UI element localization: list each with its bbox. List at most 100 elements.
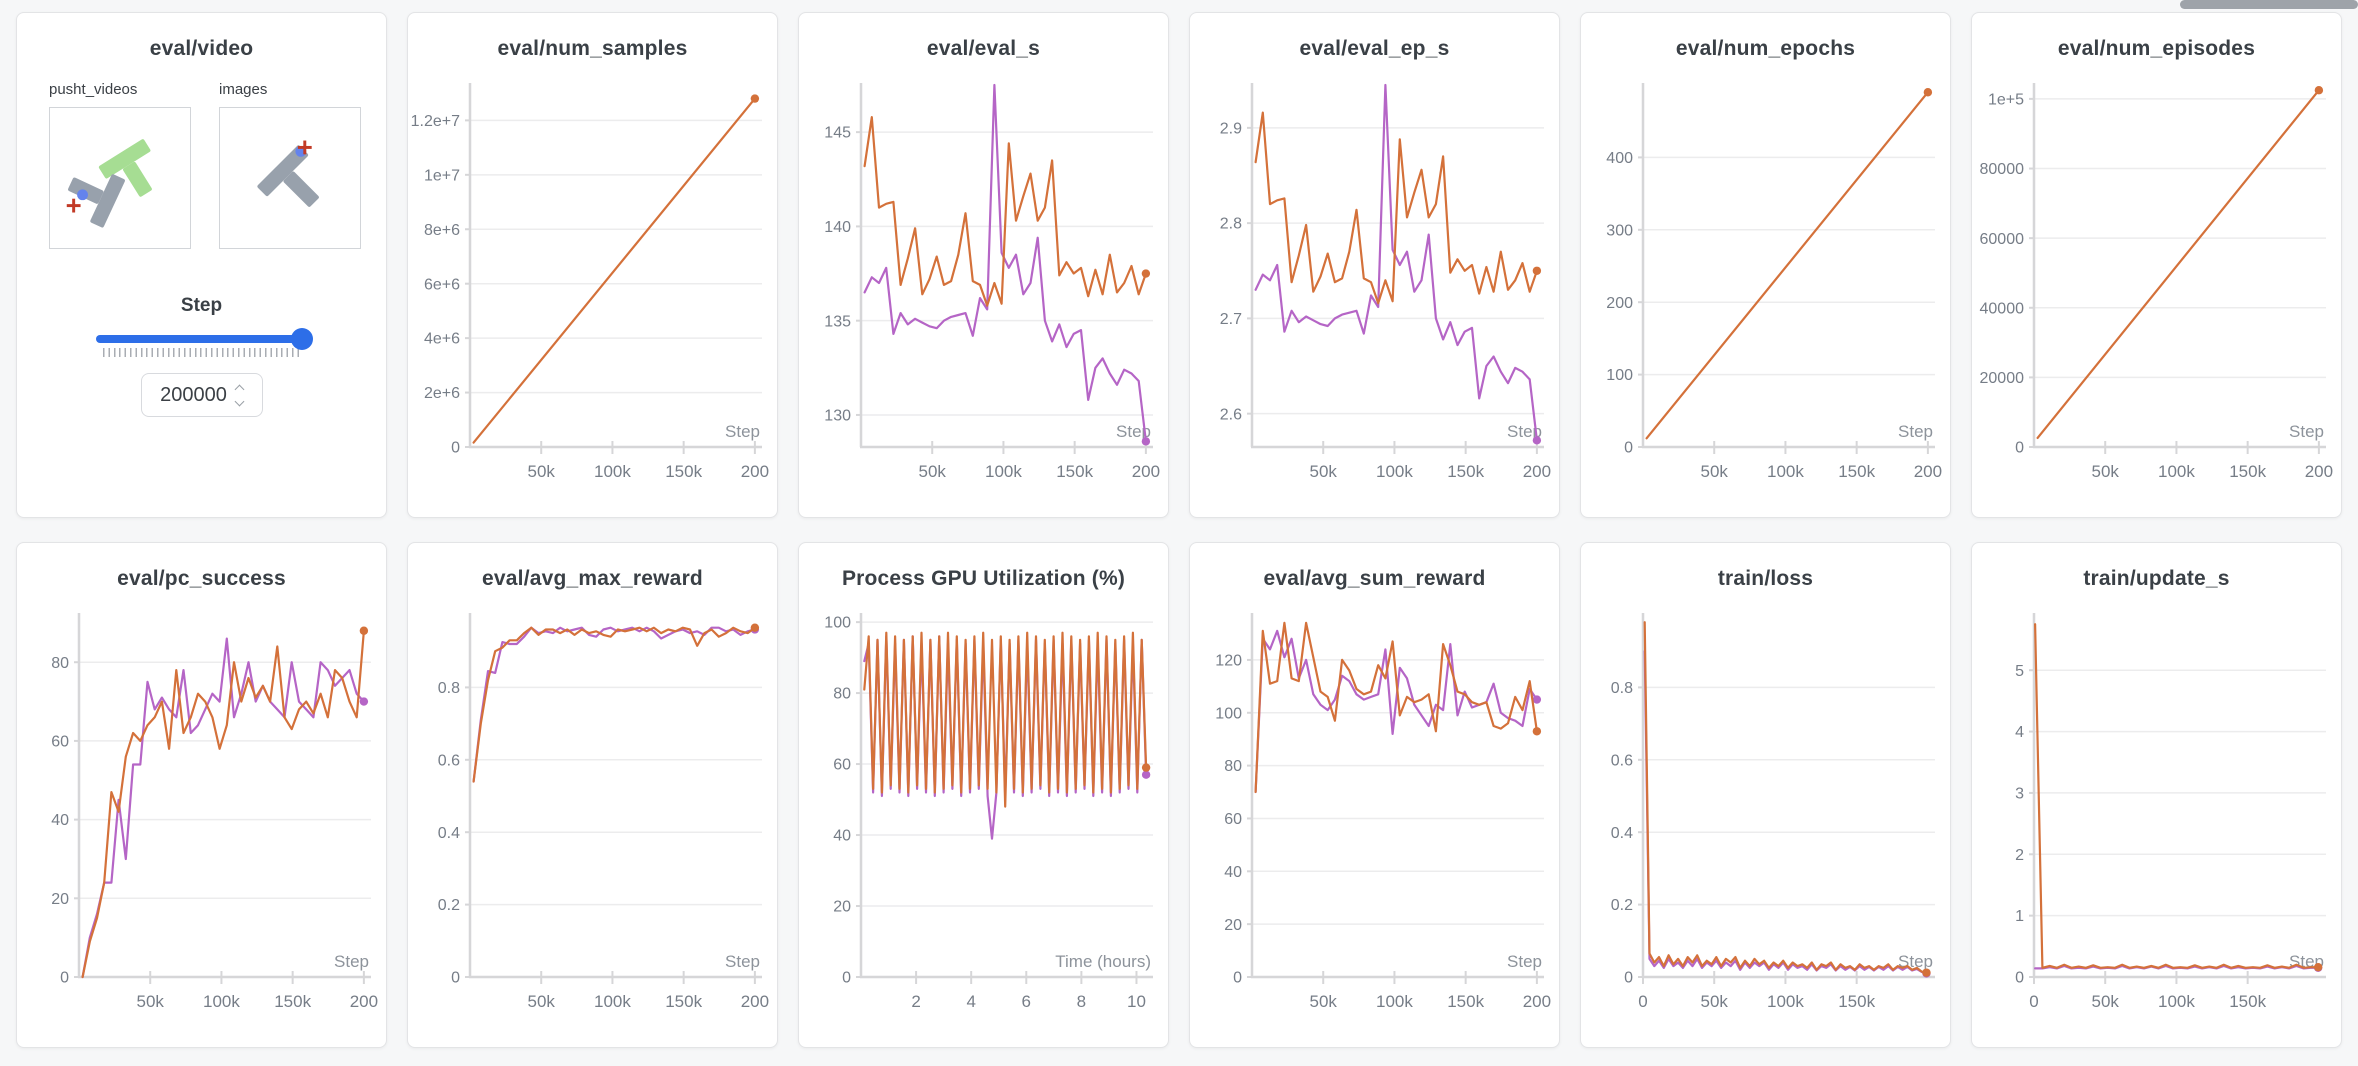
x-tick-label: 50k <box>1701 462 1729 481</box>
x-tick-label: 200 <box>2305 462 2333 481</box>
chart-title: eval/avg_sum_reward <box>1263 567 1486 590</box>
y-tick-label: 0.2 <box>438 897 460 914</box>
y-tick-label: 0.2 <box>1611 897 1633 914</box>
pusht-scene-image <box>66 139 152 228</box>
y-tick-label: 100 <box>824 615 851 632</box>
y-tick-label: 80000 <box>1980 161 2025 178</box>
x-tick-label: 50k <box>137 992 165 1011</box>
x-tick-label: 6 <box>1022 992 1031 1011</box>
y-tick-label: 300 <box>1606 222 1633 239</box>
x-tick-label: 100k <box>2158 462 2195 481</box>
endpoint-dot-purple-run <box>359 697 369 706</box>
x-tick-label: 50k <box>528 462 556 481</box>
chart-panel-eval-num-epochs: eval/num_epochs 0 100 200 300 400 50k 100k 150k… <box>1580 12 1951 518</box>
line-chart[interactable]: 0 2e+6 4e+6 6e+6 8e+6 1e+7 1.2e+7 50k 100k 150k 20… <box>408 69 777 509</box>
y-tick-label: 80 <box>51 655 69 672</box>
x-tick-label: 50k <box>919 462 947 481</box>
endpoint-dot-orange-run <box>1141 269 1151 278</box>
x-tick-label: 100k <box>1376 462 1413 481</box>
series-orange-run <box>472 97 756 444</box>
step-slider-tick-ruler <box>102 348 301 357</box>
line-chart[interactable]: 0 0.2 0.4 0.6 0.8 50k 100k 150k 200 Step <box>408 599 777 1039</box>
x-tick-label: 150k <box>274 992 311 1011</box>
chart-title: eval/num_episodes <box>2057 37 2256 60</box>
series-orange-run <box>863 116 1147 307</box>
x-tick-label: 200 <box>1132 462 1160 481</box>
chart-panel-eval-num-episodes: eval/num_episodes 0 20000 40000 60000 80000 1… <box>1971 12 2342 518</box>
agent-dot <box>77 189 88 201</box>
line-chart[interactable]: 0 20 40 60 80 50k 100k 150k 200 Step <box>17 599 386 1039</box>
line-chart[interactable]: 0 20 40 60 80 100 2 4 6 8 10 Time (hours) <box>799 599 1168 1039</box>
chart-title: eval/eval_s <box>926 37 1041 60</box>
x-tick-label: 100k <box>985 462 1022 481</box>
pusht-videos-thumbnail[interactable] <box>49 107 191 249</box>
x-tick-label: 150k <box>665 462 702 481</box>
series-orange-run <box>1254 111 1538 305</box>
y-tick-label: 2.9 <box>1220 120 1242 137</box>
y-tick-label: 0.6 <box>1611 752 1633 769</box>
chevron-up-icon[interactable] <box>234 384 245 394</box>
chart-title: eval/num_samples <box>497 37 688 60</box>
y-tick-label: 40000 <box>1980 300 2025 317</box>
horizontal-scrollbar-thumb[interactable] <box>2180 0 2358 9</box>
line-chart[interactable]: 2.6 2.7 2.8 2.9 50k 100k 150k 200 Step <box>1190 69 1559 509</box>
media-row: pusht_videos <box>17 67 386 249</box>
chart-panel-eval-pc-success: eval/pc_success 0 20 40 60 80 50k 100k 150k 200 S… <box>16 542 387 1048</box>
images-thumbnail[interactable] <box>219 107 361 249</box>
y-tick-label: 80 <box>833 686 851 703</box>
x-tick-label: 100k <box>594 992 631 1011</box>
endpoint-dot-purple-run <box>1532 436 1542 445</box>
y-tick-label: 130 <box>824 408 851 425</box>
line-chart[interactable]: 0 100 200 300 400 50k 100k 150k 200 Step <box>1581 69 1950 509</box>
y-tick-label: 20 <box>1224 917 1242 934</box>
media-panel-title: eval/video <box>149 37 254 60</box>
x-axis-title: Step <box>1507 422 1542 441</box>
x-tick-label: 100k <box>203 992 240 1011</box>
series-purple-run <box>81 637 365 979</box>
step-slider-track[interactable] <box>95 335 308 343</box>
y-tick-label: 40 <box>1224 864 1242 881</box>
series-orange-run <box>863 631 1148 808</box>
y-tick-label: 0 <box>2015 440 2024 457</box>
x-tick-label: 200 <box>1914 462 1942 481</box>
y-tick-label: 0 <box>1624 970 1633 987</box>
y-tick-label: 60000 <box>1980 231 2025 248</box>
media-item-label: pusht_videos <box>49 81 138 98</box>
y-tick-label: 140 <box>824 219 851 236</box>
x-tick-label: 100k <box>594 462 631 481</box>
line-chart[interactable]: 0 20000 40000 60000 80000 1e+5 50k 100k 150k 200 S… <box>1972 69 2341 509</box>
y-tick-label: 40 <box>51 812 69 829</box>
y-tick-label: 2.6 <box>1220 406 1242 423</box>
chart-title: eval/num_epochs <box>1675 37 1856 60</box>
y-tick-label: 20000 <box>1980 370 2025 387</box>
x-tick-label: 150k <box>2229 462 2266 481</box>
y-tick-label: 60 <box>1224 811 1242 828</box>
line-chart[interactable]: 0 20 40 60 80 100 120 50k 100k 150k 200 Step <box>1190 599 1559 1039</box>
y-tick-label: 0.6 <box>438 752 460 769</box>
step-slider-thumb[interactable] <box>290 328 313 350</box>
x-axis-title: Step <box>1116 422 1151 441</box>
y-tick-label: 2.7 <box>1220 311 1242 328</box>
chevron-down-icon[interactable] <box>234 396 245 406</box>
x-tick-label: 8 <box>1077 992 1086 1011</box>
y-tick-label: 0 <box>60 970 69 987</box>
y-tick-label: 0 <box>1624 440 1633 457</box>
y-tick-label: 2.8 <box>1220 216 1242 233</box>
series-purple-run <box>1254 83 1538 442</box>
y-tick-label: 0 <box>451 970 460 987</box>
x-tick-label: 200 <box>741 462 769 481</box>
media-panel-eval-video: eval/video pusht_videos <box>16 12 387 518</box>
y-tick-label: 8e+6 <box>424 222 460 239</box>
y-tick-label: 0 <box>451 440 460 457</box>
x-tick-label: 50k <box>2092 992 2120 1011</box>
series-orange-run <box>1643 621 1928 974</box>
step-value-stepper[interactable]: 200000 <box>140 373 263 417</box>
line-chart[interactable]: 130 135 140 145 50k 100k 150k 200 Step <box>799 69 1168 509</box>
x-tick-label: 50k <box>1310 992 1338 1011</box>
step-slider[interactable] <box>95 328 313 350</box>
y-tick-label: 0.4 <box>438 825 460 842</box>
endpoint-dot-orange-run <box>1923 88 1933 97</box>
x-tick-label: 200 <box>1523 992 1551 1011</box>
